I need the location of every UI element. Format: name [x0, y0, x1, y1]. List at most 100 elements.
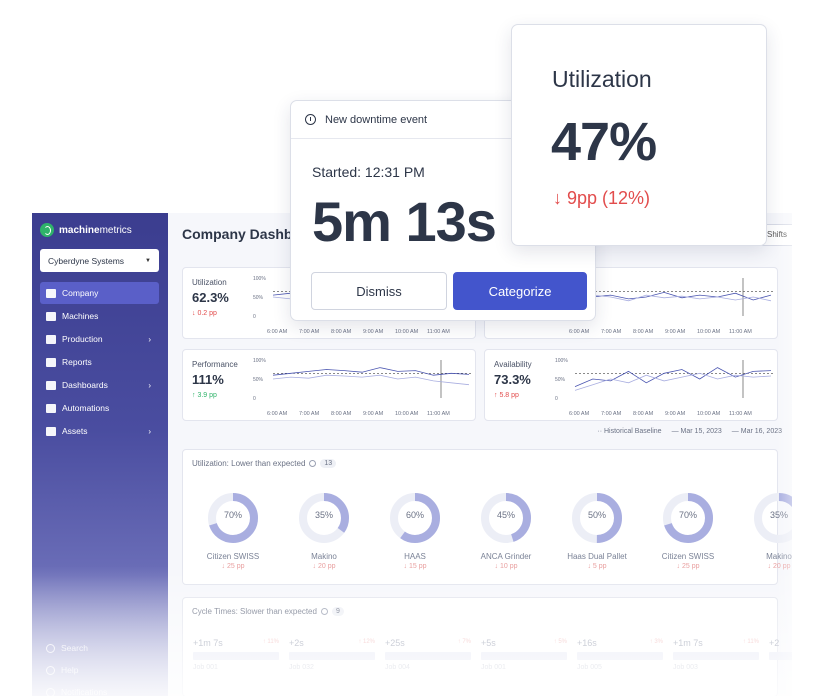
donut-chart	[299, 493, 349, 543]
metric-card-performance[interactable]: Performance 111% ↑ 3.9 pp 100% 50% 0 6:00 AM 7:…	[182, 349, 476, 421]
machine-name: HAAS	[404, 552, 426, 561]
machine-name: Makino	[766, 552, 792, 561]
x-tick-label: 7:00 AM	[601, 329, 622, 335]
x-tick-label: 8:00 AM	[633, 329, 654, 335]
chart-legend: ·· Historical Baseline — Mar 15, 2023 — …	[597, 428, 782, 435]
x-tick-label: 7:00 AM	[601, 411, 622, 417]
cycle-item[interactable]: +25s ↑ 7% Job 004	[385, 638, 471, 671]
donut-value: 60%	[405, 510, 424, 520]
donut-fill	[208, 493, 258, 543]
metric-label: Performance	[192, 360, 238, 369]
metric-card-availability[interactable]: Availability 73.3% ↑ 5.8 pp 100% 50% 0 6:00 AM…	[484, 349, 778, 421]
dismiss-button[interactable]: Dismiss	[311, 272, 447, 310]
y-tick-label: 50%	[253, 377, 264, 383]
automations-icon	[46, 403, 56, 413]
cycle-item[interactable]: +16s ↑ 3% Job 005	[577, 638, 663, 671]
cycle-item[interactable]: +2s ↑ 12% Job 032	[289, 638, 375, 671]
legend-date-1-label: Mar 15, 2023	[680, 428, 722, 435]
section-title-text: Cycle Times: Slower than expected	[192, 607, 317, 616]
logo-icon	[40, 223, 54, 237]
metric-value: 73.3%	[494, 372, 531, 387]
utilization-popup: Utilization 47% ↓ 9pp (12%)	[511, 24, 767, 246]
metric-label: Availability	[494, 360, 532, 369]
sidebar-item-machines[interactable]: Machines	[40, 305, 159, 327]
legend-date-2-label: Mar 16, 2023	[740, 428, 782, 435]
org-select-value: Cyberdyne Systems	[48, 255, 125, 266]
metric-chart: 100% 50% 0 6:00 AM 7:00 AM 8:00 AM 9:00 AM 10:0…	[555, 356, 773, 417]
sidebar-item-label: Company	[62, 288, 99, 298]
trend-series-2	[574, 294, 772, 302]
cycle-delta: ↑ 5%	[553, 639, 567, 645]
x-tick-label: 10:00 AM	[395, 411, 419, 417]
donut-chart	[663, 493, 713, 543]
legend-baseline: ·· Historical Baseline	[597, 428, 662, 435]
machine-donut[interactable]: 35% Makino ↓ 20 pp	[739, 492, 792, 572]
machine-donut[interactable]: 45% ANCA Grinder ↓ 10 pp	[466, 492, 546, 572]
cycle-bar	[769, 652, 792, 660]
y-tick-label: 50%	[555, 377, 566, 383]
sidebar-item-reports[interactable]: Reports	[40, 351, 159, 373]
donut-delta: ↓ 10 pp	[494, 563, 518, 570]
machine-donut[interactable]: 50% Haas Dual Pallet ↓ 5 pp	[557, 492, 637, 572]
downtime-duration: 5m 13s	[312, 190, 497, 253]
sidebar-notifications[interactable]: Notifications	[46, 681, 107, 696]
x-tick-label: 6:00 AM	[267, 329, 288, 335]
donut-fill	[481, 493, 531, 543]
sidebar-item-company[interactable]: Company	[40, 282, 159, 304]
search-icon	[46, 643, 55, 653]
machine-donut[interactable]: 70% Citizen SWISS ↓ 25 pp	[648, 492, 728, 572]
x-tick-label: 11:00 AM	[729, 411, 752, 417]
donut-chart	[390, 493, 440, 543]
cycle-item[interactable]: +1m 7s ↑ 11% Job 003	[673, 638, 759, 671]
cycle-delta: ↑ 7%	[457, 639, 471, 645]
sidebar-search[interactable]: Search	[46, 637, 107, 659]
sidebar-item-assets[interactable]: Assets ›	[40, 420, 159, 442]
logo: machinemetrics	[40, 221, 132, 239]
y-tick-label: 0	[253, 314, 256, 320]
sidebar-item-production[interactable]: Production ›	[40, 328, 159, 350]
sidebar-help-label: Help	[61, 665, 79, 675]
cycle-bar	[481, 652, 567, 660]
sidebar-item-automations[interactable]: Automations	[40, 397, 159, 419]
sidebar-item-label: Production	[62, 334, 103, 344]
cycle-bar	[193, 652, 279, 660]
sidebar-item-label: Assets	[62, 426, 88, 436]
job-label: Job 004	[385, 664, 410, 671]
x-tick-label: 6:00 AM	[569, 411, 590, 417]
x-tick-label: 6:00 AM	[267, 411, 288, 417]
machine-name: Haas Dual Pallet	[567, 552, 627, 561]
machine-donut[interactable]: 70% Citizen SWISS ↓ 25 pp	[193, 492, 273, 572]
info-icon	[320, 608, 328, 615]
sidebar-help[interactable]: Help	[46, 659, 107, 681]
chevron-right-icon: ›	[148, 426, 151, 436]
trend-series-2	[574, 372, 772, 391]
cycle-item[interactable]: +5s ↑ 5% Job 001	[481, 638, 567, 671]
production-icon	[46, 334, 56, 344]
metric-delta: ↑ 5.8 pp	[494, 392, 519, 399]
metric-value: 62.3%	[192, 290, 229, 305]
section-title: Utilization: Lower than expected 13	[192, 459, 337, 468]
logo-text-bold: machine	[59, 224, 100, 236]
cycle-item[interactable]: +2	[769, 638, 792, 664]
categorize-button[interactable]: Categorize	[453, 272, 587, 310]
machine-donut[interactable]: 35% Makino ↓ 20 pp	[284, 492, 364, 572]
org-select[interactable]: Cyberdyne Systems ▼	[40, 249, 159, 272]
y-tick-label: 100%	[253, 276, 266, 282]
x-tick-label: 7:00 AM	[299, 329, 320, 335]
machine-name: Makino	[311, 552, 337, 561]
donut-delta: ↓ 5 pp	[587, 563, 607, 570]
machine-donut[interactable]: 60% HAAS ↓ 15 pp	[375, 492, 455, 572]
donut-fill	[663, 493, 713, 543]
utilization-lower-card: Utilization: Lower than expected 13 70% C…	[182, 449, 792, 585]
donut-chart	[481, 493, 531, 543]
job-label: Job 003	[673, 664, 698, 671]
cycle-item[interactable]: +1m 7s ↑ 11% Job 001	[193, 638, 279, 671]
x-tick-label: 11:00 AM	[427, 411, 450, 417]
x-tick-label: 8:00 AM	[331, 411, 352, 417]
trend-series-2	[272, 374, 470, 386]
metric-delta: ↓ 0.2 pp	[192, 310, 217, 317]
bell-icon	[46, 687, 55, 696]
sidebar-item-dashboards[interactable]: Dashboards ›	[40, 374, 159, 396]
x-tick-label: 8:00 AM	[331, 329, 352, 335]
x-tick-label: 10:00 AM	[395, 329, 419, 335]
